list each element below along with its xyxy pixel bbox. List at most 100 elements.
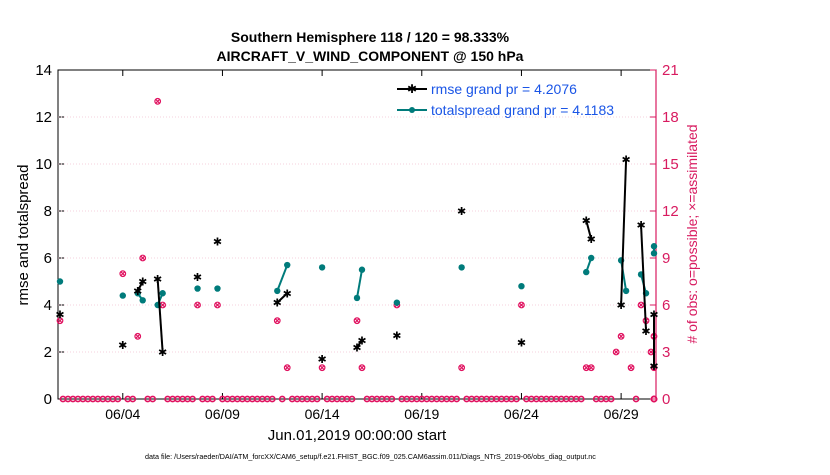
obs-assimilated-marker [274, 318, 280, 324]
y-left-tick-label: 6 [44, 250, 52, 267]
obs-zero-marker [189, 395, 196, 403]
obs-assimilated-marker [214, 302, 221, 308]
spread-point [393, 299, 401, 306]
rmse-point: ✱ [582, 215, 591, 227]
obs-zero-marker [114, 395, 122, 403]
rmse-point: ✱ [636, 220, 645, 232]
plot-area [57, 69, 657, 400]
obs-assimilated-marker [583, 365, 589, 371]
obs-zero-marker [209, 395, 216, 403]
rmse-point: ✱ [357, 335, 366, 347]
spread-point [159, 290, 166, 297]
obs-assimilated-marker [459, 365, 465, 371]
rmse-point: ✱ [617, 300, 626, 312]
rmse-point: ✱ [133, 286, 142, 298]
spread-point [622, 287, 630, 295]
obs-zero-marker [348, 395, 356, 403]
obs-assimilated-marker [613, 349, 619, 355]
spread-point [583, 268, 590, 276]
rmse-line-segment [620, 159, 628, 306]
obs-zero-marker [278, 395, 286, 403]
rmse-point: ✱ [457, 206, 466, 218]
y-right-tick-label: 18 [662, 109, 679, 126]
obs-assimilated-marker [160, 302, 166, 308]
legend-spread-label: totalspread grand pr = 4.1183 [431, 102, 614, 118]
obs-possible-marker [587, 364, 595, 372]
obs-possible-marker [358, 364, 366, 372]
rmse-line-segment [585, 220, 593, 240]
footer-data-file: data file: /Users/raeder/DAI/ATM_forcXX/… [145, 452, 596, 461]
obs-zero-marker [388, 395, 396, 403]
rmse-point: ✱ [193, 272, 202, 284]
legend-rmse-marker: ✱ [407, 82, 417, 96]
rmse-point: ✱ [352, 342, 361, 354]
obs-assimilated-marker [57, 318, 63, 324]
y-axis-left-label: rmse and totalspread [15, 165, 32, 306]
obs-possible-marker [612, 348, 620, 356]
obs-possible-marker [134, 332, 142, 340]
y-left-tick-label: 8 [44, 203, 52, 220]
x-tick-label: 06/24 [504, 406, 539, 422]
obs-zero-marker [577, 395, 585, 403]
rmse-point: ✱ [138, 277, 147, 289]
legend-spread-marker [409, 107, 415, 113]
rmse-point: ✱ [153, 274, 162, 286]
chart-title-line2: AIRCRAFT_V_WIND_COMPONENT @ 150 hPa [217, 48, 524, 64]
spread-point [588, 254, 595, 262]
obs-assimilated-marker [588, 365, 594, 371]
rmse-point: ✱ [649, 361, 658, 373]
spread-point [650, 250, 658, 257]
spread-point [274, 287, 281, 295]
x-tick-label: 06/14 [305, 406, 340, 422]
x-tick-label: 06/09 [205, 406, 240, 422]
obs-assimilated-marker [120, 271, 126, 277]
obs-assimilated-marker [651, 365, 657, 371]
obs-assimilated-marker [319, 365, 325, 371]
obs-possible-marker [627, 364, 635, 372]
obs-possible-marker [56, 317, 64, 325]
spread-point [458, 264, 465, 271]
rmse-point: ✱ [55, 309, 64, 321]
rmse-point: ✱ [392, 331, 401, 343]
obs-assimilated-marker [518, 302, 525, 308]
spread-point [318, 264, 326, 271]
y-axis-right-label: # of obs: o=possible; ×=assimilated [684, 124, 700, 343]
obs-possible-marker [154, 97, 162, 105]
spread-point [119, 292, 126, 299]
rmse-point: ✱ [213, 237, 222, 249]
spread-point [650, 243, 658, 250]
x-tick-label: 06/04 [105, 406, 140, 422]
obs-zero-marker [149, 395, 157, 403]
rmse-point: ✱ [283, 288, 292, 300]
obs-assimilated-marker [354, 318, 360, 324]
spread-point [214, 285, 221, 292]
series-layer: ✱✱✱✱ ✱✱✱✱✱✱✱✱✱ ✱✱✱✱✱✱✱✱✱✱✱ [55, 154, 658, 373]
rmse-point: ✱ [587, 234, 596, 246]
spread-point [358, 266, 366, 273]
obs-assimilated-marker [155, 98, 161, 104]
obs-assimilated-marker [618, 333, 624, 339]
obs-assimilated-marker [638, 302, 644, 308]
obs-possible-marker [139, 254, 147, 262]
y-left-tick-label: 2 [44, 344, 52, 361]
y-left-tick-label: 14 [35, 62, 52, 79]
rmse-point: ✱ [621, 154, 630, 166]
y-left-tick-label: 10 [35, 156, 52, 173]
obs-assimilated-marker [648, 349, 654, 355]
rmse-line-segment [356, 339, 363, 348]
obs-zero-marker [129, 395, 137, 403]
rmse-point: ✱ [641, 326, 650, 338]
legend-rmse-label: rmse grand pr = 4.2076 [431, 81, 577, 97]
rmse-line-segment [136, 281, 144, 292]
y-right-tick-label: 21 [662, 62, 679, 79]
obs-possible-marker [353, 317, 361, 325]
x-tick-label: 06/19 [404, 406, 439, 422]
y-right-tick-label: 9 [662, 250, 670, 267]
obs-zero-marker [607, 395, 615, 403]
rmse-point: ✱ [273, 298, 282, 310]
y-right-tick-label: 6 [662, 297, 670, 314]
legend: ✱ rmse grand pr = 4.2076 totalspread gra… [397, 81, 614, 118]
obs-zero-marker [513, 395, 520, 403]
obs-zero-marker [650, 395, 658, 403]
